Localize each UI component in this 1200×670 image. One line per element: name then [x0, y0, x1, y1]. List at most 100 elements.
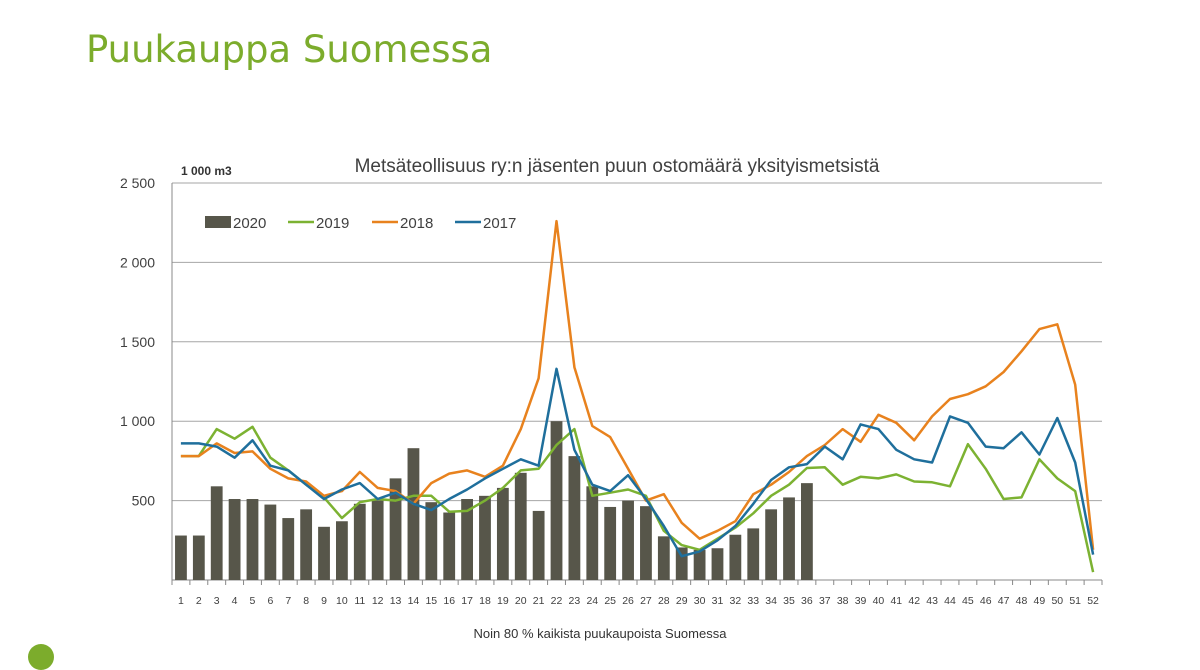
x-tick-label: 36 [801, 595, 813, 607]
bar-2020-week-18 [479, 495, 491, 580]
y-tick-label: 1 000 [120, 413, 155, 429]
bar-2020-week-12 [371, 500, 384, 580]
bar-2020-week-36 [801, 483, 813, 580]
bar-2020-week-32 [729, 534, 742, 580]
page-title: Puukauppa Suomessa [86, 28, 493, 71]
x-tick-label: 30 [694, 595, 706, 607]
x-tick-label: 51 [1069, 595, 1081, 607]
legend-label-2018: 2018 [400, 215, 433, 232]
x-tick-label: 10 [336, 595, 348, 607]
x-tick-label: 20 [515, 595, 527, 607]
unit-label: 1 000 m3 [181, 164, 232, 178]
bar-2020-week-8 [300, 509, 313, 580]
logo [28, 644, 54, 670]
bar-2020-week-5 [246, 499, 259, 580]
x-tick-label: 52 [1087, 595, 1099, 607]
x-tick-label: 14 [408, 595, 420, 607]
legend-swatch-2020 [205, 216, 231, 228]
x-tick-label: 11 [354, 595, 365, 607]
x-tick-label: 2 [196, 595, 202, 607]
bar-2020-week-3 [210, 486, 223, 580]
x-tick-label: 42 [908, 595, 920, 607]
x-tick-label: 13 [390, 595, 402, 607]
bar-2020-week-6 [264, 504, 277, 580]
x-tick-label: 49 [1034, 595, 1046, 607]
x-tick-label: 17 [461, 595, 473, 607]
bar-2020-week-29 [675, 547, 688, 580]
x-tick-label: 34 [765, 595, 777, 607]
x-tick-label: 28 [658, 595, 670, 607]
bar-2020-week-19 [496, 487, 509, 580]
x-tick-label: 12 [372, 595, 384, 607]
x-tick-label: 21 [533, 595, 545, 607]
x-tick-label: 39 [855, 595, 867, 607]
bars-2020 [175, 421, 813, 580]
x-tick-label: 19 [497, 595, 509, 607]
x-tick-label: 35 [783, 595, 795, 607]
x-tick-label: 5 [250, 595, 256, 607]
x-tick-label: 15 [425, 595, 437, 607]
legend: 2020 2019 2018 2017 [205, 215, 516, 232]
bar-2020-week-14 [407, 448, 420, 580]
bar-2020-week-1 [175, 535, 187, 580]
x-tick-label: 26 [622, 595, 634, 607]
legend-label-2017: 2017 [483, 215, 516, 232]
bar-2020-week-22 [550, 421, 563, 580]
y-tick-label: 500 [132, 493, 156, 509]
x-tick-label: 6 [267, 595, 273, 607]
x-tick-label: 33 [747, 595, 759, 607]
x-tick-label: 50 [1051, 595, 1063, 607]
legend-label-2020: 2020 [233, 215, 266, 232]
bar-2020-week-27 [640, 506, 652, 580]
bar-2020-week-7 [282, 518, 295, 580]
x-tick-label: 18 [479, 595, 491, 607]
x-tick-label: 43 [926, 595, 938, 607]
bar-2020-week-34 [765, 509, 778, 580]
x-tick-label: 16 [443, 595, 455, 607]
x-tick-label: 41 [890, 595, 902, 607]
chart: Metsäteollisuus ry:n jäsenten puun ostom… [120, 156, 1103, 607]
legend-label-2019: 2019 [316, 215, 349, 232]
bar-2020-week-4 [228, 499, 241, 580]
line-2019 [180, 425, 1095, 573]
x-tick-label: 25 [604, 595, 616, 607]
y-axis-ticks: 500 1 000 1 500 2 000 2 500 [120, 175, 155, 509]
y-tick-label: 2 500 [120, 175, 155, 191]
x-tick-label: 48 [1016, 595, 1028, 607]
x-axis: 1 2 3 4 5 6 7 8 9 10 11 12 13 14 15 16 17 18 19 20 21 22 23 24 2… [171, 580, 1103, 607]
x-tick-label: 4 [232, 595, 238, 607]
bar-2020-week-2 [192, 535, 205, 580]
x-tick-label: 8 [303, 595, 309, 607]
bar-2020-week-25 [604, 506, 617, 580]
bar-2020-week-16 [443, 512, 456, 580]
y-tick-label: 1 500 [120, 334, 155, 350]
x-tick-label: 29 [676, 595, 688, 607]
line-2017 [180, 367, 1095, 558]
x-tick-label: 23 [569, 595, 581, 607]
x-tick-label: 32 [730, 595, 742, 607]
x-tick-label: 27 [640, 595, 652, 607]
bar-2020-week-28 [657, 536, 670, 580]
x-tick-label: 9 [321, 595, 327, 607]
bar-2020-week-11 [353, 503, 366, 580]
x-tick-label: 47 [998, 595, 1010, 607]
bar-2020-week-24 [586, 486, 599, 580]
x-tick-label: 46 [980, 595, 992, 607]
x-tick-label: 1 [178, 595, 184, 607]
bar-2020-week-30 [693, 549, 706, 580]
bar-2020-week-17 [461, 499, 473, 580]
bar-2020-week-31 [711, 548, 724, 580]
bar-2020-week-10 [336, 521, 348, 580]
bar-2020-week-23 [568, 456, 581, 580]
bar-2020-week-21 [532, 510, 545, 580]
x-tick-label: 40 [873, 595, 885, 607]
x-tick-label: 24 [586, 595, 598, 607]
x-tick-label: 45 [962, 595, 974, 607]
bar-2020-week-26 [622, 500, 634, 580]
series-lines [180, 219, 1095, 573]
x-tick-label: 37 [819, 595, 831, 607]
x-tick-label: 44 [944, 595, 956, 607]
x-tick-label: 3 [214, 595, 220, 607]
x-tick-label: 31 [712, 595, 724, 607]
y-tick-label: 2 000 [120, 254, 155, 270]
